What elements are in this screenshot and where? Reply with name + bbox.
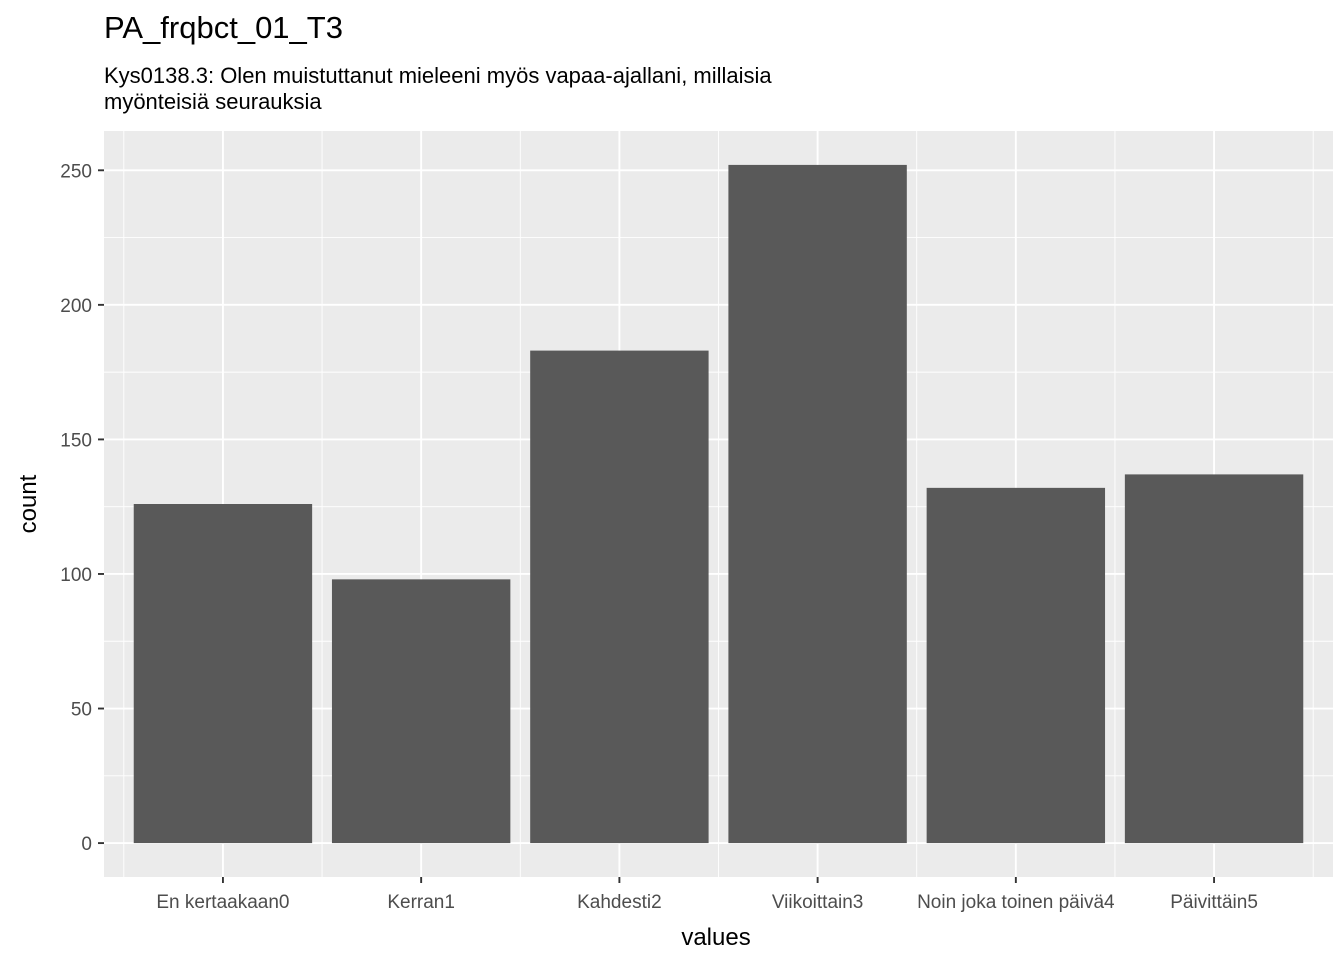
x-tick-label: Päivittäin5 bbox=[1170, 892, 1258, 913]
chart-subtitle: Kys0138.3: Olen muistuttanut mieleeni my… bbox=[104, 63, 772, 115]
y-axis-title: count bbox=[15, 474, 42, 533]
x-tick-label: Kerran1 bbox=[387, 892, 455, 913]
chart-title: PA_frqbct_01_T3 bbox=[104, 10, 343, 45]
bar bbox=[728, 164, 907, 844]
y-tick-label: 250 bbox=[60, 161, 92, 182]
y-tick-label: 200 bbox=[60, 296, 92, 317]
bar bbox=[133, 504, 313, 844]
bars bbox=[133, 164, 1304, 844]
x-tick-label: Kahdesti2 bbox=[577, 892, 662, 913]
y-tick-label: 100 bbox=[60, 565, 92, 586]
y-tick-label: 50 bbox=[71, 700, 92, 721]
chart-subtitle-line-1: Kys0138.3: Olen muistuttanut mieleeni my… bbox=[104, 63, 772, 88]
x-tick-label: Noin joka toinen päivä4 bbox=[917, 892, 1115, 913]
bar bbox=[530, 350, 709, 844]
x-tick-label: Viikoittain3 bbox=[772, 892, 864, 913]
x-axis-title: values bbox=[681, 924, 750, 951]
y-tick-label: 0 bbox=[81, 834, 92, 855]
bar bbox=[1124, 474, 1304, 844]
y-tick-label: 150 bbox=[60, 430, 92, 451]
chart-subtitle-line-2: myönteisiä seurauksia bbox=[104, 89, 322, 114]
bar bbox=[331, 579, 511, 844]
x-tick-label: En kertaakaan0 bbox=[156, 892, 289, 913]
x-axis: En kertaakaan0 Kerran1 Kahdesti2 Viikoittai… bbox=[156, 877, 1258, 913]
bar bbox=[926, 487, 1106, 844]
y-axis: 0 50 100 150 200 250 bbox=[60, 161, 104, 855]
